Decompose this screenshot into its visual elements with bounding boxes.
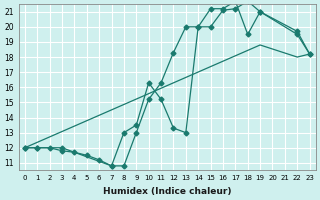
X-axis label: Humidex (Indice chaleur): Humidex (Indice chaleur)	[103, 187, 231, 196]
